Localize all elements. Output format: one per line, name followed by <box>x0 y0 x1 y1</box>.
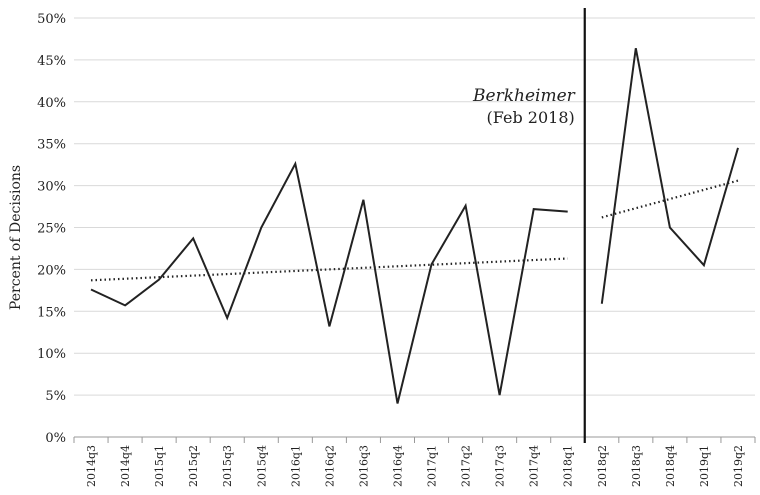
x-tick-label: 2014q4 <box>119 445 132 487</box>
data-line <box>600 48 739 304</box>
y-tick-label: 20% <box>37 263 66 278</box>
y-tick-label: 25% <box>37 222 66 237</box>
x-axis-ticks: 2014q3 2014q4 2015q1 2015q2 2015q3 2015q4 2016… <box>73 437 756 487</box>
x-tick-label: 2016q2 <box>323 445 336 487</box>
x-tick-label: 2017q4 <box>528 445 541 487</box>
x-tick-label: 2016q1 <box>289 445 302 487</box>
x-tick-label: 2019q2 <box>732 445 745 487</box>
y-tick-label: 50% <box>37 12 66 27</box>
x-tick-label: 2017q2 <box>460 445 473 487</box>
annotation-feb-2018: (Feb 2018) <box>487 108 575 127</box>
y-tick-label: 35% <box>37 138 66 153</box>
y-tick-label: 5% <box>45 389 66 404</box>
y-tick-label: 45% <box>37 54 66 69</box>
x-tick-label: 2018q3 <box>630 445 643 487</box>
y-axis-label: Percent of Decisions <box>8 165 24 310</box>
series-lines <box>90 48 739 404</box>
y-axis-ticks: 0% 5% 10% 15% 20% 25% 30% 35% 40% 45% 50% <box>37 12 66 446</box>
x-tick-label: 2015q1 <box>153 445 166 487</box>
y-tick-label: 15% <box>37 305 66 320</box>
annotation-berkheimer: Berkheimer <box>472 86 576 106</box>
x-tick-label: 2017q1 <box>426 445 439 487</box>
x-tick-label: 2018q1 <box>562 445 575 487</box>
data-line <box>90 160 568 404</box>
x-tick-label: 2015q4 <box>255 445 268 487</box>
trend-line <box>90 257 568 282</box>
gridlines <box>74 17 755 438</box>
y-tick-label: 40% <box>37 96 66 111</box>
x-tick-label: 2016q4 <box>391 445 404 487</box>
y-tick-label: 0% <box>45 431 66 446</box>
x-tick-label: 2018q4 <box>664 445 677 487</box>
x-tick-label: 2019q1 <box>698 445 711 487</box>
x-tick-label: 2015q3 <box>221 445 234 487</box>
x-tick-label: 2014q3 <box>85 445 98 487</box>
trend-line <box>601 179 739 219</box>
x-tick-label: 2018q2 <box>596 445 609 487</box>
x-tick-label: 2016q3 <box>357 445 370 487</box>
x-tick-label: 2017q3 <box>494 445 507 487</box>
y-tick-label: 30% <box>37 180 66 195</box>
y-tick-label: 10% <box>37 347 66 362</box>
x-tick-label: 2015q2 <box>187 445 200 487</box>
